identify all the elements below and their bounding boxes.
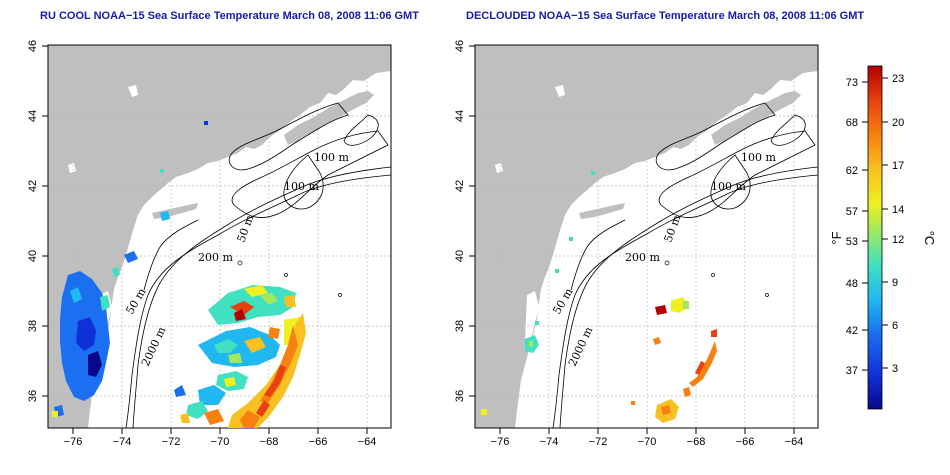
x-tick-label: −74 [113, 436, 132, 448]
y-tick-label: 36 [454, 390, 466, 402]
contour-label-100m-a: 100 m [741, 151, 776, 164]
x-tick-label: −70 [211, 436, 230, 448]
colorbar-f-ticks: 73 68 62 57 53 48 42 37 [846, 77, 868, 377]
colorbar-f-tick: 53 [846, 236, 858, 248]
y-tick-label: 46 [27, 40, 39, 52]
x-tick-label: −74 [540, 436, 559, 448]
contour-label-200m: 200 m [625, 251, 660, 264]
x-tick-label: −76 [64, 436, 83, 448]
right-sst-overlay [481, 171, 717, 423]
colorbar-f-tick: 62 [846, 165, 858, 177]
left-x-ticks: −76 −74 −72 −70 −68 −66 −64 [64, 436, 377, 448]
right-panel-title: DECLOUDED NOAA−15 Sea Surface Temperatur… [466, 10, 865, 22]
left-map-panel: 100 m 100 m 50 m 200 m 50 m 2000 m −76 −… [27, 40, 392, 448]
x-tick-label: −68 [260, 436, 279, 448]
colorbar-c-ticks: 23 20 17 14 12 9 6 3 [882, 73, 904, 375]
y-tick-label: 40 [454, 250, 466, 262]
right-x-ticks: −76 −74 −72 −70 −68 −66 −64 [491, 436, 804, 448]
y-tick-label: 40 [27, 250, 39, 262]
colorbar-celsius-label: °C [922, 231, 937, 246]
colorbar-c-tick: 14 [892, 204, 904, 216]
left-y-ticks: 36 38 40 42 44 46 [27, 40, 39, 402]
left-panel-title: RU COOL NOAA−15 Sea Surface Temperature … [40, 10, 419, 22]
x-tick-label: −66 [736, 436, 755, 448]
colorbar-f-tick: 42 [846, 325, 858, 337]
contour-label-200m: 200 m [198, 251, 233, 264]
contour-label-100m-a: 100 m [314, 151, 349, 164]
colorbar-f-tick: 73 [846, 77, 858, 89]
colorbar-f-tick: 37 [846, 365, 858, 377]
x-tick-label: −76 [491, 436, 510, 448]
y-tick-label: 42 [454, 180, 466, 192]
y-tick-label: 36 [27, 390, 39, 402]
colorbar-c-tick: 12 [892, 234, 904, 246]
left-sst-overlay [52, 121, 306, 428]
y-tick-label: 44 [27, 110, 39, 122]
x-tick-label: −68 [687, 436, 706, 448]
right-y-ticks: 36 38 40 42 44 46 [454, 40, 466, 402]
colorbar-c-tick: 17 [892, 160, 904, 172]
x-tick-label: −70 [638, 436, 657, 448]
contour-label-100m-b: 100 m [711, 180, 746, 193]
colorbar-fahrenheit-label: °F [829, 231, 844, 244]
colorbar: 73 68 62 57 53 48 42 37 23 20 17 14 12 9… [829, 65, 937, 410]
x-tick-label: −72 [589, 436, 608, 448]
x-tick-label: −72 [162, 436, 181, 448]
x-tick-label: −66 [309, 436, 328, 448]
y-tick-label: 38 [454, 320, 466, 332]
colorbar-c-tick: 23 [892, 73, 904, 85]
x-tick-label: −64 [785, 436, 804, 448]
contour-label-100m-b: 100 m [284, 180, 319, 193]
colorbar-c-tick: 3 [892, 363, 898, 375]
y-tick-label: 46 [454, 40, 466, 52]
colorbar-f-tick: 57 [846, 206, 858, 218]
colorbar-gradient [867, 65, 883, 410]
x-tick-label: −64 [358, 436, 377, 448]
y-tick-label: 44 [454, 110, 466, 122]
colorbar-c-tick: 9 [892, 277, 898, 289]
colorbar-c-tick: 6 [892, 320, 898, 332]
y-tick-label: 42 [27, 180, 39, 192]
colorbar-f-tick: 68 [846, 117, 858, 129]
colorbar-c-tick: 20 [892, 117, 904, 129]
right-map-panel: 100 m 100 m 50 m 200 m 50 m 2000 m −76 −… [454, 40, 819, 448]
colorbar-f-tick: 48 [846, 278, 858, 290]
y-tick-label: 38 [27, 320, 39, 332]
